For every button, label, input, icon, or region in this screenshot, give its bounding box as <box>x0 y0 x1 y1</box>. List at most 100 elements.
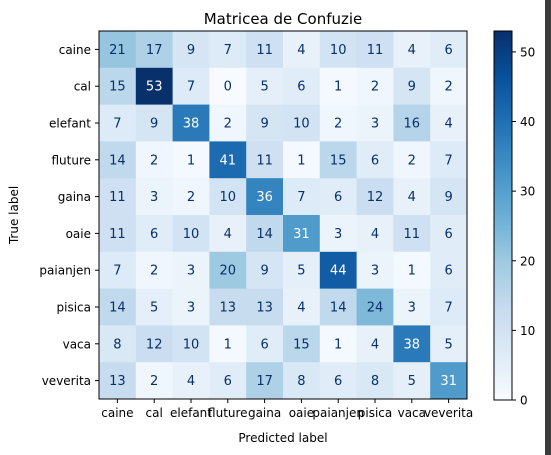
cell-value-label: 1 <box>334 337 342 352</box>
cell-value-label: 4 <box>408 190 416 205</box>
heatmap-cell <box>172 67 210 105</box>
heatmap-cell <box>430 288 468 326</box>
heatmap-cell <box>393 141 431 179</box>
cell-value-label: 12 <box>367 190 384 205</box>
cell-value-label: 11 <box>109 190 126 205</box>
heatmap-cell <box>430 141 468 179</box>
plot-frame <box>98 30 468 400</box>
heatmap-cell <box>319 215 357 253</box>
heatmap-cell <box>430 325 468 363</box>
x-tick-label: cal <box>146 406 163 420</box>
cell-value-label: 2 <box>150 153 158 168</box>
cell-value-label: 2 <box>408 153 416 168</box>
y-tick-label: gaina <box>58 190 91 204</box>
heatmap-cell <box>172 325 210 363</box>
heatmap-cell <box>135 215 173 253</box>
cell-value-label: 6 <box>150 227 158 242</box>
y-tick-label: pisica <box>57 301 92 315</box>
heatmap-cell <box>209 288 247 326</box>
heatmap-cell <box>172 288 210 326</box>
cell-value-label: 11 <box>367 43 384 58</box>
heatmap-cell <box>246 31 284 69</box>
heatmap-cell <box>209 178 247 216</box>
heatmap-cell <box>135 325 173 363</box>
heatmap-cell <box>393 31 431 69</box>
heatmap-cell <box>393 104 431 142</box>
heatmap-cell <box>356 215 394 253</box>
cell-value-label: 9 <box>187 43 195 58</box>
x-tick-label: fluture <box>208 406 248 420</box>
heatmap-cell <box>209 67 247 105</box>
heatmap-cell <box>283 67 321 105</box>
heatmap-cell <box>356 362 394 400</box>
cell-value-label: 7 <box>224 43 232 58</box>
heatmap-cell <box>319 31 357 69</box>
cell-value-label: 14 <box>256 227 273 242</box>
heatmap-cell <box>283 31 321 69</box>
cell-value-label: 36 <box>256 190 273 205</box>
cell-value-label: 6 <box>444 43 452 58</box>
y-axis-label: True label <box>7 186 21 245</box>
heatmap-cell <box>99 141 137 179</box>
heatmap-cell <box>99 104 137 142</box>
cell-value-label: 1 <box>408 264 416 279</box>
heatmap-cell <box>135 288 173 326</box>
y-tick-label: vaca <box>63 337 91 351</box>
cell-value-label: 1 <box>224 337 232 352</box>
cell-value-label: 1 <box>334 80 342 95</box>
cell-value-label: 3 <box>371 117 379 132</box>
cell-value-label: 12 <box>146 337 163 352</box>
y-tick-label: elefant <box>49 117 91 131</box>
heatmap-cell <box>246 67 284 105</box>
heatmap-cell <box>283 215 321 253</box>
colorbar-tick-label: 0 <box>520 394 528 408</box>
heatmap-cell <box>99 215 137 253</box>
heatmap-cell <box>172 362 210 400</box>
heatmap-cell <box>319 251 357 289</box>
cell-value-label: 2 <box>150 374 158 389</box>
cell-value-label: 10 <box>293 117 310 132</box>
cell-value-label: 10 <box>183 227 200 242</box>
heatmap-cell <box>393 178 431 216</box>
heatmap-cell <box>135 31 173 69</box>
heatmap-cell <box>99 288 137 326</box>
heatmap-cell <box>99 251 137 289</box>
cell-value-label: 31 <box>440 374 457 389</box>
cell-value-label: 7 <box>297 190 305 205</box>
cell-value-label: 8 <box>113 337 121 352</box>
cell-value-label: 14 <box>109 301 126 316</box>
heatmap-cell <box>283 288 321 326</box>
cell-value-label: 7 <box>187 80 195 95</box>
heatmap-cell <box>430 362 468 400</box>
heatmap-cell <box>209 362 247 400</box>
heatmap-cell <box>283 251 321 289</box>
cell-value-label: 4 <box>187 374 195 389</box>
heatmap-cell <box>356 67 394 105</box>
cell-value-label: 3 <box>408 301 416 316</box>
cell-value-label: 2 <box>371 80 379 95</box>
colorbar <box>493 30 513 401</box>
cell-value-label: 8 <box>297 374 305 389</box>
heatmap-cell <box>430 215 468 253</box>
heatmap-cell <box>246 141 284 179</box>
cell-value-label: 15 <box>293 337 310 352</box>
colorbar-tick-label: 40 <box>520 115 535 129</box>
cell-value-label: 4 <box>371 227 379 242</box>
heatmap-cell <box>246 178 284 216</box>
cell-value-label: 16 <box>404 117 421 132</box>
heatmap-cell <box>135 141 173 179</box>
cell-value-label: 4 <box>224 227 232 242</box>
cell-value-label: 2 <box>150 264 158 279</box>
cell-value-label: 11 <box>256 43 273 58</box>
heatmap-cell <box>172 215 210 253</box>
cell-value-label: 5 <box>297 264 305 279</box>
heatmap-cell <box>393 251 431 289</box>
cell-value-label: 6 <box>334 374 342 389</box>
cell-value-label: 3 <box>187 264 195 279</box>
heatmap-cell <box>135 178 173 216</box>
heatmap-cell <box>209 141 247 179</box>
heatmap-cell <box>319 178 357 216</box>
heatmap-cell <box>172 31 210 69</box>
heatmap-cell <box>319 288 357 326</box>
heatmap-cell <box>99 31 137 69</box>
